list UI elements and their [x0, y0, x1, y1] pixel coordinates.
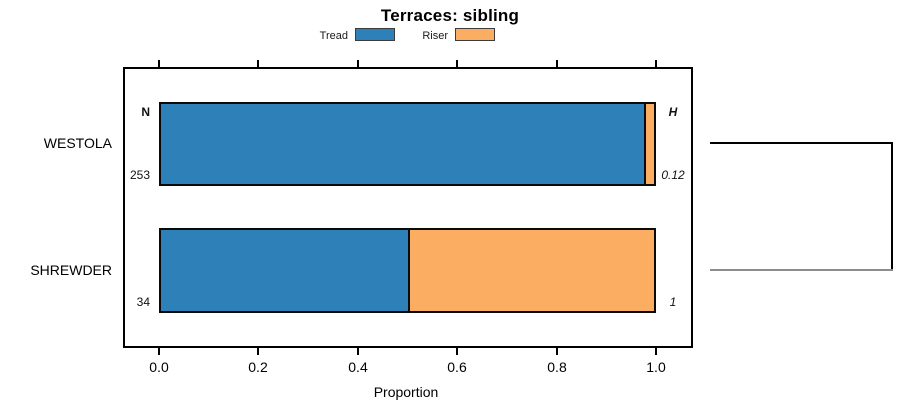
x-tick-label: 1.0: [646, 359, 666, 375]
n-value-shrewder: 34: [136, 295, 150, 309]
x-tick-label: 0.2: [248, 359, 268, 375]
top-tick: [655, 60, 657, 67]
category-label-westola: WESTOLA: [43, 135, 112, 151]
legend-label-tread: Tread: [319, 30, 348, 42]
x-tick-label: 0.6: [447, 359, 467, 375]
top-tick: [158, 60, 160, 67]
top-tick: [357, 60, 359, 67]
bottom-tick: [556, 348, 558, 355]
bottom-tick: [655, 348, 657, 355]
bottom-tick: [456, 348, 458, 355]
bar-shrewder: [159, 228, 656, 313]
x-axis-title: Proportion: [373, 384, 439, 400]
top-tick: [456, 60, 458, 67]
bar-shrewder-tread-segment: [161, 230, 408, 311]
chart-title: Terraces: sibling: [380, 6, 520, 25]
legend-swatch-riser: [455, 28, 495, 41]
h-column-header: H: [668, 105, 678, 119]
bottom-tick: [357, 348, 359, 355]
legend-label-riser: Riser: [422, 30, 448, 42]
h-value-shrewder: 1: [669, 295, 677, 309]
bar-westola: [159, 102, 656, 186]
bar-westola-riser-segment: [644, 104, 654, 184]
x-tick-label: 0.0: [149, 359, 169, 375]
top-tick: [257, 60, 259, 67]
n-value-westola: 253: [129, 168, 150, 182]
category-label-shrewder: SHREWDER: [30, 262, 112, 278]
bracket-top-line: [710, 142, 893, 144]
bar-westola-tread-segment: [161, 104, 645, 184]
bracket-bottom-line: [710, 269, 893, 271]
bottom-tick: [257, 348, 259, 355]
n-column-header: N: [141, 105, 150, 119]
bottom-tick: [158, 348, 160, 355]
x-tick-label: 0.8: [547, 359, 567, 375]
top-tick: [556, 60, 558, 67]
legend-swatch-tread: [355, 28, 395, 41]
bar-shrewder-riser-segment: [407, 230, 654, 311]
h-value-westola: 0.12: [661, 168, 685, 182]
x-tick-label: 0.4: [348, 359, 368, 375]
bracket-vertical-line: [891, 142, 893, 271]
